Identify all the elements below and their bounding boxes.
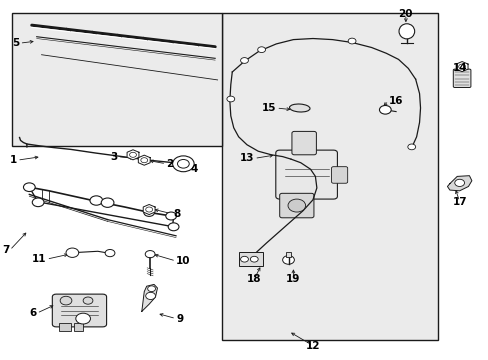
Text: 16: 16 <box>388 96 403 106</box>
Bar <box>285 252 290 257</box>
Circle shape <box>60 296 72 305</box>
Circle shape <box>141 158 147 163</box>
Text: 15: 15 <box>261 103 276 113</box>
Text: 6: 6 <box>29 308 37 318</box>
Ellipse shape <box>289 104 309 112</box>
Polygon shape <box>455 62 467 72</box>
Text: 9: 9 <box>176 314 183 324</box>
Circle shape <box>168 223 179 231</box>
Circle shape <box>145 207 152 212</box>
Circle shape <box>347 38 355 44</box>
Text: 8: 8 <box>173 209 181 219</box>
Bar <box>12 13 222 146</box>
Text: 2: 2 <box>166 159 173 169</box>
Text: 14: 14 <box>451 63 466 73</box>
Polygon shape <box>138 155 150 165</box>
FancyBboxPatch shape <box>52 294 106 327</box>
Circle shape <box>165 212 176 220</box>
Text: 12: 12 <box>305 341 320 351</box>
Circle shape <box>145 292 155 300</box>
Circle shape <box>101 198 114 207</box>
Text: 10: 10 <box>176 256 190 266</box>
Text: 18: 18 <box>246 274 261 284</box>
Circle shape <box>23 183 35 192</box>
Circle shape <box>66 248 79 257</box>
Bar <box>238 252 263 266</box>
Text: 7: 7 <box>2 245 10 255</box>
Text: 3: 3 <box>110 152 117 162</box>
Polygon shape <box>143 204 155 215</box>
Circle shape <box>177 159 189 168</box>
Circle shape <box>458 64 465 69</box>
Text: 5: 5 <box>12 38 20 48</box>
Circle shape <box>240 256 248 262</box>
Circle shape <box>83 297 93 304</box>
Bar <box>74 323 82 331</box>
Circle shape <box>257 47 265 53</box>
Circle shape <box>282 256 294 264</box>
Circle shape <box>240 58 248 63</box>
Polygon shape <box>142 284 157 311</box>
Circle shape <box>105 249 115 257</box>
Circle shape <box>379 105 390 114</box>
FancyBboxPatch shape <box>275 150 337 199</box>
Text: 19: 19 <box>285 274 300 284</box>
Bar <box>59 323 71 331</box>
Circle shape <box>407 144 415 150</box>
Circle shape <box>145 251 155 258</box>
Circle shape <box>147 286 155 292</box>
Ellipse shape <box>398 24 414 39</box>
Text: 20: 20 <box>398 9 412 19</box>
FancyBboxPatch shape <box>291 131 316 155</box>
FancyBboxPatch shape <box>452 69 470 87</box>
Circle shape <box>143 208 154 216</box>
Text: 13: 13 <box>239 153 254 163</box>
Circle shape <box>129 152 136 157</box>
Text: 1: 1 <box>10 155 17 165</box>
Text: 11: 11 <box>32 254 46 264</box>
Polygon shape <box>127 150 139 160</box>
Polygon shape <box>447 176 471 191</box>
Circle shape <box>76 313 90 324</box>
Circle shape <box>172 156 194 172</box>
Circle shape <box>90 196 102 205</box>
Text: 17: 17 <box>451 197 466 207</box>
FancyBboxPatch shape <box>279 193 313 218</box>
Circle shape <box>32 198 44 207</box>
Bar <box>222 13 437 340</box>
Text: 4: 4 <box>190 164 198 174</box>
Circle shape <box>226 96 234 102</box>
Circle shape <box>287 199 305 212</box>
Circle shape <box>250 256 258 262</box>
FancyBboxPatch shape <box>331 167 347 183</box>
Circle shape <box>454 179 464 186</box>
